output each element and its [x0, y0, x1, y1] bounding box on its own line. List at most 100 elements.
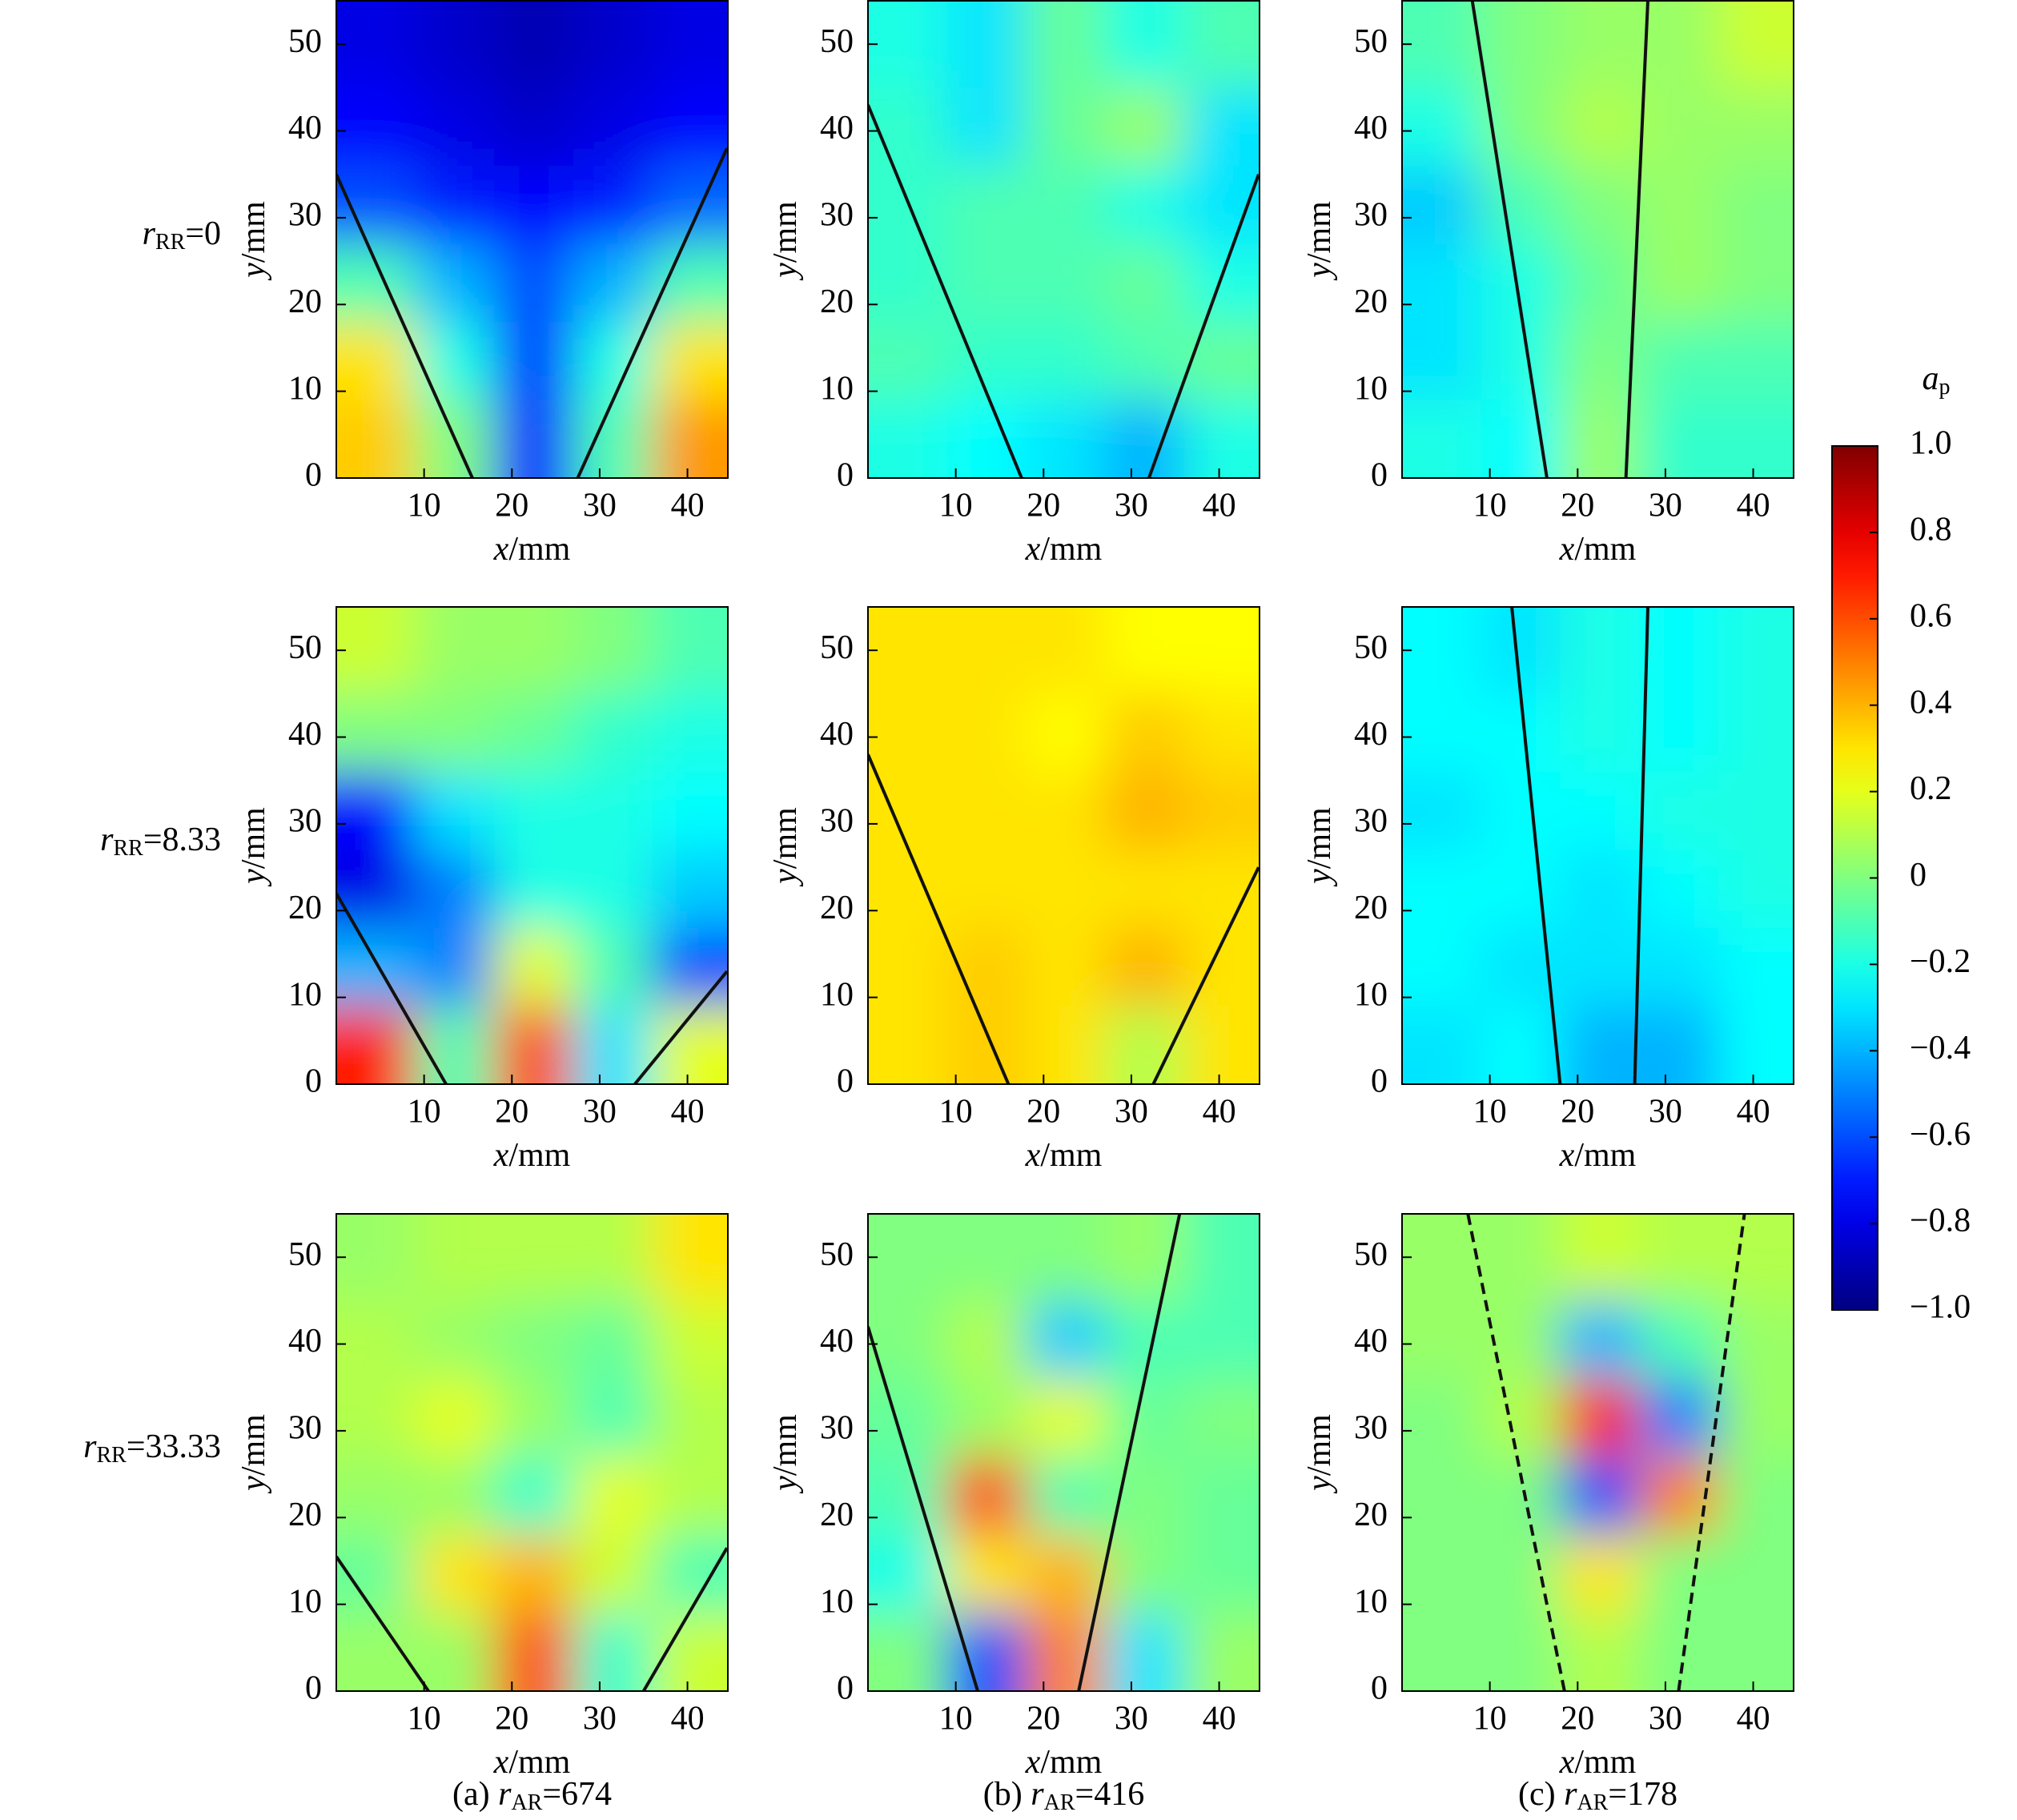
- heat-cell: [494, 1006, 574, 1084]
- x-tick-label: 20: [1561, 1701, 1594, 1738]
- heat-cell: [1402, 1534, 1481, 1613]
- heat-cell: [415, 243, 495, 322]
- y-tick-label: 0: [305, 457, 322, 494]
- boundary-line: [1624, 1, 1649, 478]
- heat-cell: [1639, 850, 1718, 928]
- heat-cell: [1026, 850, 1106, 928]
- y-axis-label-part: y: [1301, 869, 1338, 887]
- heat-cell: [1105, 1300, 1184, 1379]
- x-tick-label: 40: [1203, 1094, 1236, 1131]
- heat-cell: [415, 771, 495, 850]
- heat-cell: [1639, 771, 1718, 850]
- x-tick-label: 30: [1649, 1701, 1682, 1738]
- x-tick-label: 30: [1115, 1094, 1148, 1131]
- boundary-line: [868, 753, 1011, 1084]
- x-axis-label-part: x: [1559, 1137, 1575, 1174]
- x-axis-label-part: x: [1559, 531, 1575, 568]
- heat-cell: [1026, 165, 1106, 244]
- x-tick-label: 10: [408, 1701, 441, 1738]
- heat-cell: [1026, 243, 1106, 322]
- heat-cell: [1183, 321, 1260, 400]
- y-tick-label: 30: [820, 803, 854, 840]
- heat-cell: [1560, 1534, 1640, 1613]
- heat-cell: [1718, 1456, 1794, 1535]
- y-tick-label: 50: [288, 1236, 322, 1273]
- heat-cell: [652, 771, 728, 850]
- heat-cell: [1560, 693, 1640, 772]
- heatmap: [336, 1, 728, 478]
- heat-cell: [946, 165, 1027, 244]
- x-tick-label: 40: [1737, 488, 1770, 524]
- boundary-line: [1077, 1214, 1182, 1691]
- heat-cell: [1481, 850, 1561, 928]
- y-tick-label: 30: [288, 197, 322, 234]
- heat-cell: [415, 850, 495, 928]
- y-tick-label: 20: [1354, 1497, 1388, 1533]
- heat-cell: [573, 607, 653, 694]
- colorbar-tick-label: 0.8: [1910, 512, 1952, 548]
- heat-cell: [1639, 1378, 1718, 1457]
- heat-cell: [1402, 771, 1481, 850]
- y-axis-label-part: y: [767, 869, 804, 887]
- heat-cell: [573, 321, 653, 400]
- heat-cell: [494, 1300, 574, 1379]
- boundary-line: [633, 970, 728, 1084]
- y-axis-label-part: y: [235, 1476, 272, 1494]
- x-axis-label-part: /mm: [1040, 1744, 1102, 1781]
- y-tick-label: 0: [837, 457, 854, 494]
- heat-cell: [1481, 1534, 1561, 1613]
- x-tick-label: 30: [1649, 488, 1682, 524]
- column-caption-part: r: [1564, 1776, 1577, 1813]
- heat-cell: [652, 693, 728, 772]
- y-tick-label: 10: [288, 1583, 322, 1620]
- y-tick-label: 20: [820, 283, 854, 320]
- heat-cell: [946, 1613, 1027, 1691]
- y-axis-label: y/mm: [1301, 1414, 1338, 1494]
- heat-cell: [1560, 1613, 1640, 1691]
- x-axis-label-part: /mm: [1040, 531, 1102, 568]
- heat-cell: [1183, 1613, 1260, 1691]
- colorbar-tick-label: 1.0: [1910, 425, 1952, 462]
- x-tick-label: 40: [671, 1094, 705, 1131]
- heat-cell: [573, 1006, 653, 1084]
- y-axis-label-part: y: [767, 263, 804, 281]
- heat-cell: [494, 850, 574, 928]
- y-tick-label: 40: [820, 716, 854, 753]
- heat-cell: [1718, 243, 1794, 322]
- colorbar-tick-label: −0.6: [1910, 1116, 1971, 1153]
- x-tick-label: 40: [1203, 1701, 1236, 1738]
- x-tick-label: 40: [671, 488, 705, 524]
- y-tick-label: 10: [1354, 1583, 1388, 1620]
- heat-cell: [868, 400, 947, 478]
- y-axis-label-part: y: [235, 263, 272, 281]
- y-axis-label: y/mm: [1301, 807, 1338, 887]
- heat-cell: [1481, 1, 1561, 88]
- y-tick-label: 40: [288, 1323, 322, 1360]
- heat-cell: [1718, 87, 1794, 166]
- heat-cell: [1481, 400, 1561, 478]
- heat-cell: [336, 1214, 416, 1301]
- heat-cell: [1639, 927, 1718, 1006]
- heat-cell: [1105, 1214, 1184, 1301]
- colorbar-tick-label: 0: [1910, 857, 1927, 894]
- plot-frame: [335, 0, 729, 479]
- heat-cell: [868, 1, 947, 88]
- heat-cell: [946, 1006, 1027, 1084]
- heat-cell: [868, 927, 947, 1006]
- heat-cell: [1402, 1214, 1481, 1301]
- heat-cell: [1026, 321, 1106, 400]
- x-tick-label: 10: [939, 488, 973, 524]
- x-tick-label: 20: [495, 1701, 528, 1738]
- column-caption: (b) rAR=416: [983, 1776, 1144, 1816]
- heat-cell: [1105, 850, 1184, 928]
- heat-cell: [415, 693, 495, 772]
- y-tick-label: 50: [288, 23, 322, 60]
- heat-cell: [946, 771, 1027, 850]
- boundary-line: [1633, 607, 1649, 1084]
- heat-cell: [652, 927, 728, 1006]
- y-tick-label: 0: [305, 1670, 322, 1707]
- y-axis-label-part: y: [1301, 1476, 1338, 1494]
- heat-cell: [1718, 1006, 1794, 1084]
